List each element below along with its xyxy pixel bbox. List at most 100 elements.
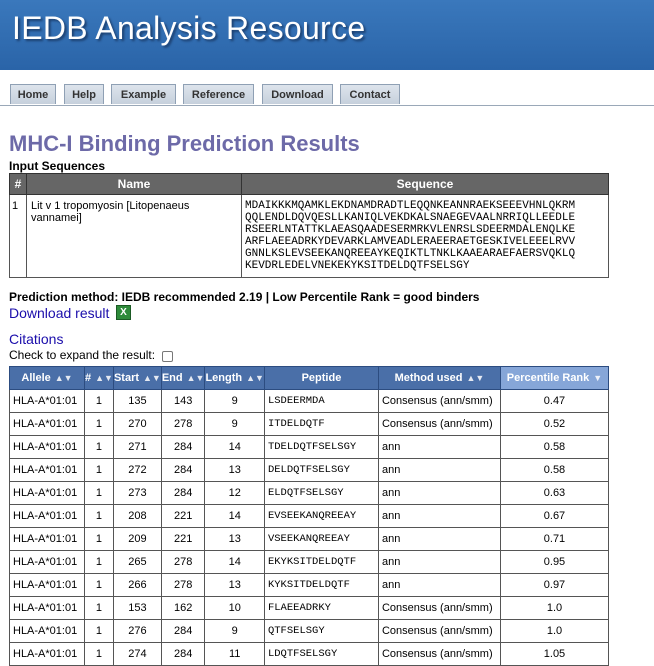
table-header-row: # Name Sequence	[9, 173, 609, 195]
prediction-method-text: Prediction method: IEDB recommended 2.19…	[9, 290, 480, 304]
peptide-cell: DELDQTFSELSGY	[263, 458, 379, 482]
method-cell: ann	[377, 550, 501, 574]
column-header-length[interactable]: Length ▲▼	[204, 366, 265, 390]
sequence-number-cell: 1	[84, 596, 114, 620]
sequence-number-cell: 1	[84, 481, 114, 505]
tab-help[interactable]: Help	[64, 84, 104, 104]
allele-cell: HLA-A*01:01	[9, 550, 85, 574]
column-header-label: Percentile Rank	[506, 372, 590, 384]
column-header-method-used[interactable]: Method used ▲▼	[377, 366, 501, 390]
column-header-label: Length	[205, 372, 243, 384]
length-cell: 10	[204, 596, 265, 620]
allele-cell: HLA-A*01:01	[9, 596, 85, 620]
tab-contact[interactable]: Contact	[340, 84, 400, 104]
method-cell: ann	[377, 458, 501, 482]
method-cell: ann	[377, 504, 501, 528]
sort-icon: ▲▼	[95, 373, 113, 383]
length-cell: 13	[204, 527, 265, 551]
column-header-allele[interactable]: Allele ▲▼	[9, 366, 85, 390]
end-cell: 284	[160, 642, 206, 666]
expand-result-label: Check to expand the result:	[9, 348, 156, 362]
end-cell: 278	[160, 412, 206, 436]
table-row: HLA-A*01:01 1 276 284 9 QTFSELSGY Consensus (a…	[9, 619, 610, 643]
sort-icon: ▲▼	[54, 373, 73, 383]
tab-reference[interactable]: Reference	[183, 84, 254, 104]
sort-icon: ▲▼	[143, 373, 161, 383]
allele-cell: HLA-A*01:01	[9, 504, 85, 528]
table-row: HLA-A*01:01 1 271 284 14 TDELDQTFSELSGY ann 0.5…	[9, 435, 610, 459]
percentile-rank-cell: 1.0	[499, 596, 610, 620]
start-cell: 274	[112, 642, 162, 666]
method-cell: ann	[377, 573, 501, 597]
table-row: HLA-A*01:01 1 153 162 10 FLAEEADRKY Consensus …	[9, 596, 610, 620]
length-cell: 9	[204, 389, 265, 413]
percentile-rank-cell: 0.52	[499, 412, 610, 436]
percentile-rank-cell: 0.58	[499, 435, 610, 459]
table-row: HLA-A*01:01 1 208 221 14 EVSEEKANQREEAY ann 0.6…	[9, 504, 610, 528]
allele-cell: HLA-A*01:01	[9, 412, 85, 436]
length-cell: 14	[204, 504, 265, 528]
column-header-peptide[interactable]: Peptide	[263, 366, 379, 390]
tab-example[interactable]: Example	[111, 84, 176, 104]
sequence-number-cell: 1	[84, 642, 114, 666]
column-header-start[interactable]: Start ▲▼	[112, 366, 162, 390]
percentile-rank-cell: 0.67	[499, 504, 610, 528]
sequence-name: Lit v 1 tropomyosin [Litopenaeus vanname…	[26, 194, 242, 278]
length-cell: 14	[204, 435, 265, 459]
start-cell: 265	[112, 550, 162, 574]
sequence-number-cell: 1	[84, 527, 114, 551]
peptide-cell: KYKSITDELDQTF	[263, 573, 379, 597]
results-body: HLA-A*01:01 1 135 143 9 LSDEERMDA Consensus (a…	[9, 389, 610, 666]
peptide-cell: LSDEERMDA	[263, 389, 379, 413]
end-cell: 284	[160, 619, 206, 643]
sequence-line: GNNLKSLEVSEEKANQREEAYKEQIKTLTNKLKAAEARAE…	[245, 248, 576, 260]
start-cell: 270	[112, 412, 162, 436]
peptide-cell: VSEEKANQREEAY	[263, 527, 379, 551]
method-cell: Consensus (ann/smm)	[377, 389, 501, 413]
results-table: Allele ▲▼ # ▲▼ Start ▲▼ End ▲▼ Length ▲▼ Pept…	[9, 366, 610, 666]
table-row: HLA-A*01:01 1 209 221 13 VSEEKANQREEAY ann 0.71	[9, 527, 610, 551]
page-title: MHC-I Binding Prediction Results	[9, 131, 360, 156]
table-row: HLA-A*01:01 1 272 284 13 DELDQTFSELSGY ann 0.58	[9, 458, 610, 482]
tab-home[interactable]: Home	[10, 84, 56, 104]
sort-icon: ▲▼	[466, 373, 485, 383]
allele-cell: HLA-A*01:01	[9, 458, 85, 482]
peptide-cell: EKYKSITDELDQTF	[263, 550, 379, 574]
citations-link[interactable]: Citations	[9, 331, 64, 347]
method-cell: ann	[377, 435, 501, 459]
length-cell: 9	[204, 619, 265, 643]
end-cell: 221	[160, 527, 206, 551]
percentile-rank-cell: 0.63	[499, 481, 610, 505]
sequence-number-cell: 1	[84, 504, 114, 528]
end-cell: 284	[160, 435, 206, 459]
table-row: HLA-A*01:01 1 274 284 11 LDQTFSELSGY Consensus…	[9, 642, 610, 666]
tab-download[interactable]: Download	[262, 84, 333, 104]
expand-result-checkbox[interactable]	[162, 351, 173, 362]
method-cell: Consensus (ann/smm)	[377, 642, 501, 666]
start-cell: 135	[112, 389, 162, 413]
column-header-number[interactable]: # ▲▼	[84, 366, 114, 390]
start-cell: 209	[112, 527, 162, 551]
peptide-cell: TDELDQTFSELSGY	[263, 435, 379, 459]
column-header-label: #	[85, 372, 92, 384]
column-header-percentile-rank[interactable]: Percentile Rank ▼	[499, 366, 610, 390]
start-cell: 273	[112, 481, 162, 505]
download-result-link[interactable]: Download result	[9, 305, 110, 321]
input-sequences-table: # Name Sequence 1 Lit v 1 tropomyosin [L…	[9, 173, 609, 278]
start-cell: 272	[112, 458, 162, 482]
sequence-number-cell: 1	[84, 435, 114, 459]
length-cell: 14	[204, 550, 265, 574]
allele-cell: HLA-A*01:01	[9, 481, 85, 505]
column-header-number: #	[9, 173, 27, 195]
column-header-end[interactable]: End ▲▼	[160, 366, 206, 390]
sequence-number-cell: 1	[84, 573, 114, 597]
sequence-number-cell: 1	[84, 389, 114, 413]
end-cell: 162	[160, 596, 206, 620]
column-header-label: Peptide	[301, 372, 342, 384]
site-banner: IEDB Analysis Resource	[0, 0, 654, 70]
method-cell: ann	[377, 527, 501, 551]
length-cell: 9	[204, 412, 265, 436]
allele-cell: HLA-A*01:01	[9, 642, 85, 666]
excel-icon[interactable]: X	[116, 305, 131, 320]
column-header-label: Start	[113, 372, 140, 384]
